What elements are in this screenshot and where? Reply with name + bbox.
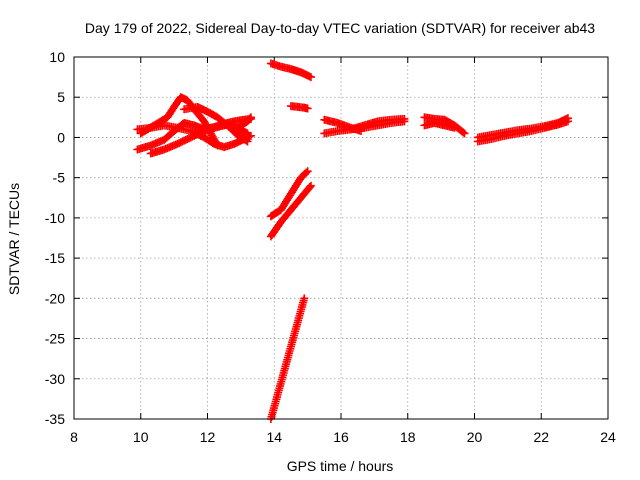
x-tick-label: 18 (400, 429, 416, 445)
data-point (400, 114, 409, 123)
y-tick-label: -35 (45, 411, 65, 427)
x-tick-label: 10 (133, 429, 149, 445)
y-axis-label: SDTVAR / TECUs (6, 183, 22, 295)
series-track-i (266, 167, 312, 221)
series-track-g (266, 59, 315, 82)
data-point (242, 136, 251, 145)
data-point (303, 167, 312, 176)
series-track-f (230, 113, 255, 136)
chart-title: Day 179 of 2022, Sidereal Day-to-day VTE… (85, 20, 595, 36)
data-point (563, 114, 572, 123)
data-point (242, 128, 251, 137)
data-point (302, 168, 311, 177)
series-track-h (286, 102, 312, 113)
x-tick-label: 20 (467, 429, 483, 445)
series-track-r (473, 114, 572, 142)
y-tick-label: -10 (45, 210, 65, 226)
series-track-k (266, 294, 309, 423)
data-point (305, 183, 314, 192)
x-tick-label: 16 (333, 429, 349, 445)
data-point (300, 294, 309, 303)
plot-frame (73, 56, 609, 420)
data-point (303, 104, 312, 113)
x-tick-label: 12 (200, 429, 216, 445)
y-tick-label: 10 (49, 49, 65, 65)
y-tick-label: 5 (57, 89, 65, 105)
plot-area (133, 59, 572, 423)
data-point (243, 137, 252, 146)
series-track-j (266, 181, 315, 241)
y-tick-label: -5 (53, 170, 66, 186)
data-point (246, 113, 255, 122)
data-point (460, 129, 469, 138)
data-point (246, 114, 255, 123)
y-tick-label: -30 (45, 371, 65, 387)
y-tick-label: -15 (45, 250, 65, 266)
x-tick-label: 22 (533, 429, 549, 445)
series-track-p (420, 118, 459, 132)
y-tick-label: -20 (45, 290, 65, 306)
data-point (306, 73, 315, 82)
y-tick-label: 0 (57, 129, 65, 145)
axis-ticks: 8 10 12 14 16 18 20 22 24 10 5 0 -5 -10 -15 -20 -25 -30 -3… (45, 49, 616, 445)
data-point (306, 181, 315, 190)
data-point (459, 128, 468, 137)
x-tick-label: 8 (70, 429, 78, 445)
x-axis-label: GPS time / hours (287, 458, 394, 474)
series-track-n (347, 114, 409, 134)
data-point (243, 129, 252, 138)
data-point (450, 123, 459, 132)
y-tick-label: -25 (45, 331, 65, 347)
x-tick-label: 14 (266, 429, 282, 445)
grid-lines (74, 57, 608, 419)
x-tick-label: 24 (600, 429, 616, 445)
